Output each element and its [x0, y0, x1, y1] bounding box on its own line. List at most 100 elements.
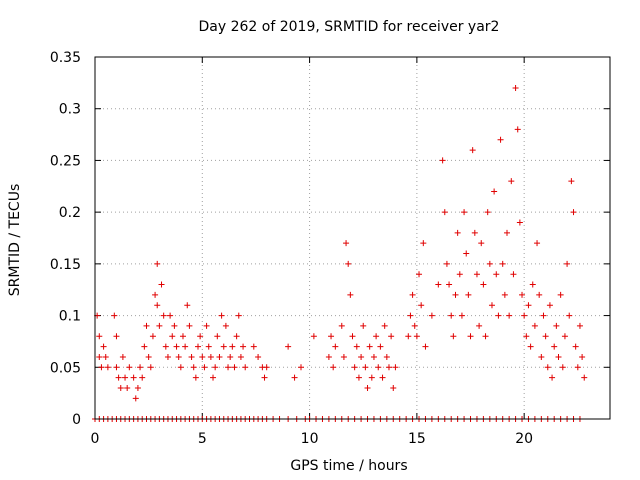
data-point	[538, 353, 545, 360]
data-point	[379, 374, 386, 381]
data-point	[514, 126, 521, 133]
data-point	[478, 240, 485, 247]
data-point	[152, 291, 159, 298]
data-point	[527, 343, 534, 350]
data-point	[519, 291, 526, 298]
data-point	[476, 322, 483, 329]
data-point	[499, 260, 506, 267]
data-point	[222, 322, 229, 329]
data-point	[568, 178, 575, 185]
data-point	[154, 302, 161, 309]
data-point	[225, 364, 232, 371]
data-point	[205, 343, 212, 350]
data-point	[428, 312, 435, 319]
data-point	[544, 364, 551, 371]
data-point	[164, 353, 171, 360]
data-point	[373, 333, 380, 340]
data-point	[113, 333, 120, 340]
data-point	[486, 260, 493, 267]
data-point	[506, 312, 513, 319]
data-point	[349, 333, 356, 340]
data-point	[488, 302, 495, 309]
data-point	[441, 209, 448, 216]
data-point	[298, 364, 304, 371]
data-point	[190, 364, 197, 371]
data-point	[332, 343, 339, 350]
data-point	[214, 333, 221, 340]
data-point	[167, 312, 174, 319]
data-point	[574, 364, 581, 371]
data-point	[368, 374, 375, 381]
data-point	[96, 333, 103, 340]
data-point	[463, 250, 470, 257]
data-point	[173, 343, 180, 350]
data-point	[456, 271, 463, 278]
data-point	[126, 364, 133, 371]
data-point	[525, 302, 532, 309]
data-point	[491, 188, 498, 195]
data-point	[452, 291, 459, 298]
data-point	[566, 312, 573, 319]
data-point	[450, 333, 457, 340]
data-point	[471, 229, 478, 236]
data-point	[443, 260, 450, 267]
data-point	[561, 333, 568, 340]
data-point	[233, 333, 240, 340]
y-tick-label: 0.3	[59, 102, 81, 118]
data-point	[542, 333, 549, 340]
data-point	[553, 322, 560, 329]
data-point	[347, 291, 354, 298]
data-point	[385, 364, 392, 371]
data-point	[439, 157, 446, 164]
data-point	[353, 343, 360, 350]
data-point	[255, 353, 262, 360]
data-point	[570, 209, 577, 216]
data-point	[285, 343, 292, 350]
data-point	[351, 364, 358, 371]
data-point	[141, 343, 148, 350]
data-point	[576, 322, 583, 329]
data-point	[188, 353, 195, 360]
y-tick-label: 0.25	[50, 153, 81, 169]
data-point	[340, 353, 347, 360]
data-point	[362, 364, 369, 371]
data-point	[261, 374, 268, 381]
data-point	[531, 322, 538, 329]
data-point	[559, 364, 566, 371]
data-point	[413, 333, 420, 340]
data-point	[458, 312, 465, 319]
data-point	[581, 374, 588, 381]
data-point	[551, 343, 558, 350]
ticks: 0 0.05 0.1 0.15 0.2 0.25 0.3 0.35 0 5 10 15 20	[50, 50, 610, 447]
x-tick-label: 10	[301, 431, 319, 447]
data-point	[182, 343, 189, 350]
y-axis-label: SRMTID / TECUs	[7, 184, 23, 297]
data-point	[467, 333, 474, 340]
data-point	[160, 312, 167, 319]
data-point	[158, 281, 165, 288]
data-point	[383, 353, 390, 360]
data-point	[510, 271, 517, 278]
data-point	[328, 333, 335, 340]
y-tick-label: 0.1	[59, 309, 81, 325]
data-point	[521, 312, 528, 319]
data-point	[338, 322, 345, 329]
data-point	[355, 374, 362, 381]
data-point	[237, 353, 244, 360]
data-point	[263, 364, 270, 371]
data-point	[469, 147, 476, 154]
data-point	[240, 343, 247, 350]
data-point	[364, 384, 371, 391]
data-point	[465, 291, 472, 298]
data-point	[229, 343, 236, 350]
data-point	[392, 364, 399, 371]
data-points	[92, 85, 588, 422]
data-point	[377, 343, 384, 350]
data-point	[184, 302, 191, 309]
data-point	[156, 322, 163, 329]
data-point	[405, 333, 412, 340]
data-point	[345, 260, 352, 267]
data-point	[390, 384, 397, 391]
data-point	[343, 240, 350, 247]
data-point	[420, 240, 427, 247]
